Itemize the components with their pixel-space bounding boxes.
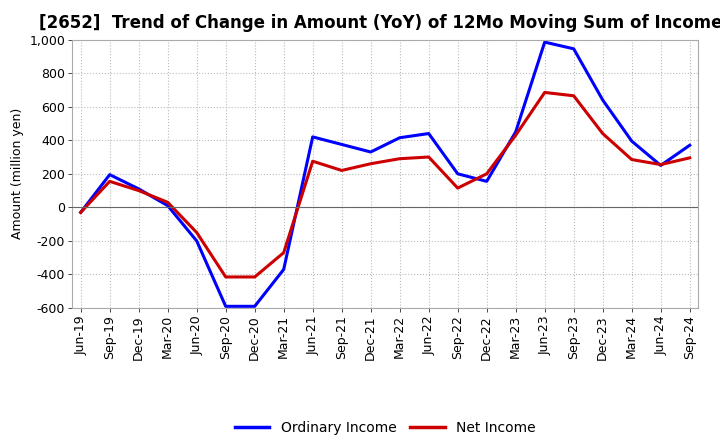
Y-axis label: Amount (million yen): Amount (million yen)	[11, 108, 24, 239]
Ordinary Income	[366, 149, 375, 154]
Net Income	[395, 156, 404, 161]
Net Income	[685, 155, 694, 161]
Ordinary Income	[454, 171, 462, 176]
Ordinary Income	[135, 186, 143, 191]
Net Income	[308, 158, 317, 164]
Legend: Ordinary Income, Net Income: Ordinary Income, Net Income	[229, 415, 541, 440]
Ordinary Income	[192, 238, 201, 244]
Net Income	[627, 157, 636, 162]
Ordinary Income	[424, 131, 433, 136]
Net Income	[163, 200, 172, 205]
Ordinary Income	[570, 46, 578, 51]
Net Income	[366, 161, 375, 166]
Net Income	[135, 188, 143, 193]
Ordinary Income	[627, 139, 636, 144]
Net Income	[338, 168, 346, 173]
Net Income	[279, 250, 288, 255]
Net Income	[657, 162, 665, 167]
Net Income	[511, 132, 520, 138]
Net Income	[598, 131, 607, 136]
Ordinary Income	[482, 179, 491, 184]
Ordinary Income	[395, 135, 404, 140]
Net Income	[570, 93, 578, 99]
Net Income	[76, 210, 85, 215]
Net Income	[541, 90, 549, 95]
Ordinary Income	[685, 143, 694, 148]
Net Income	[454, 185, 462, 191]
Net Income	[221, 274, 230, 279]
Ordinary Income	[511, 129, 520, 135]
Ordinary Income	[221, 304, 230, 309]
Net Income	[105, 179, 114, 184]
Ordinary Income	[105, 172, 114, 177]
Line: Ordinary Income: Ordinary Income	[81, 42, 690, 306]
Ordinary Income	[279, 267, 288, 272]
Ordinary Income	[76, 210, 85, 215]
Net Income	[424, 154, 433, 160]
Ordinary Income	[338, 142, 346, 147]
Ordinary Income	[163, 203, 172, 208]
Title: [2652]  Trend of Change in Amount (YoY) of 12Mo Moving Sum of Incomes: [2652] Trend of Change in Amount (YoY) o…	[38, 15, 720, 33]
Ordinary Income	[657, 163, 665, 168]
Ordinary Income	[541, 40, 549, 45]
Line: Net Income: Net Income	[81, 92, 690, 277]
Ordinary Income	[308, 134, 317, 139]
Net Income	[482, 171, 491, 176]
Net Income	[251, 274, 259, 279]
Ordinary Income	[598, 97, 607, 103]
Ordinary Income	[251, 304, 259, 309]
Net Income	[192, 230, 201, 235]
